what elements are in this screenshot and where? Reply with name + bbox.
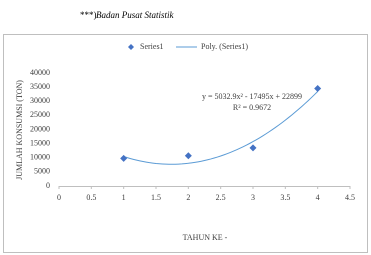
x-tick-label: 2 bbox=[186, 193, 190, 202]
y-tick-label: 30000 bbox=[30, 96, 50, 105]
x-tick-label: 2.5 bbox=[216, 193, 226, 202]
y-tick-label: 40000 bbox=[30, 68, 50, 77]
y-tick-label: 10000 bbox=[30, 153, 50, 162]
trendline bbox=[123, 91, 319, 165]
y-tick-label: 25000 bbox=[30, 110, 50, 119]
chart-frame bbox=[3, 34, 368, 253]
y-tick-label: 35000 bbox=[30, 82, 50, 91]
data-point bbox=[249, 144, 257, 152]
data-point bbox=[184, 152, 192, 160]
legend-marker bbox=[128, 44, 134, 50]
data-point bbox=[314, 85, 322, 93]
legend-label: Poly. (Series1) bbox=[201, 42, 248, 51]
x-tick-label: 0.5 bbox=[86, 193, 96, 202]
x-tick-label: 1.5 bbox=[151, 193, 161, 202]
x-tick-label: 4 bbox=[316, 193, 320, 202]
y-tick-label: 0 bbox=[46, 181, 50, 190]
y-tick-label: 20000 bbox=[30, 124, 50, 133]
note: Badan Pusat Statistik bbox=[96, 10, 175, 20]
trend-r2: R² = 0.9672 bbox=[233, 103, 271, 112]
y-tick-label: 5000 bbox=[34, 167, 50, 176]
x-tick-label: 1 bbox=[122, 193, 126, 202]
legend-label: Series1 bbox=[140, 42, 164, 51]
trend-equation: y = 5032.9x² - 17495x + 22899 bbox=[202, 92, 302, 101]
x-tick-label: 4.5 bbox=[345, 193, 355, 202]
y-tick-label: 15000 bbox=[30, 138, 50, 147]
y-axis-label: JUMLAH KONSUMSI (TON) bbox=[15, 80, 24, 180]
data-point bbox=[120, 154, 128, 162]
note-marker: ***) bbox=[80, 10, 97, 20]
x-tick-label: 3 bbox=[251, 193, 255, 202]
x-axis-label: TAHUN KE - bbox=[183, 233, 228, 242]
x-tick-label: 0 bbox=[57, 193, 61, 202]
x-tick-label: 3.5 bbox=[280, 193, 290, 202]
